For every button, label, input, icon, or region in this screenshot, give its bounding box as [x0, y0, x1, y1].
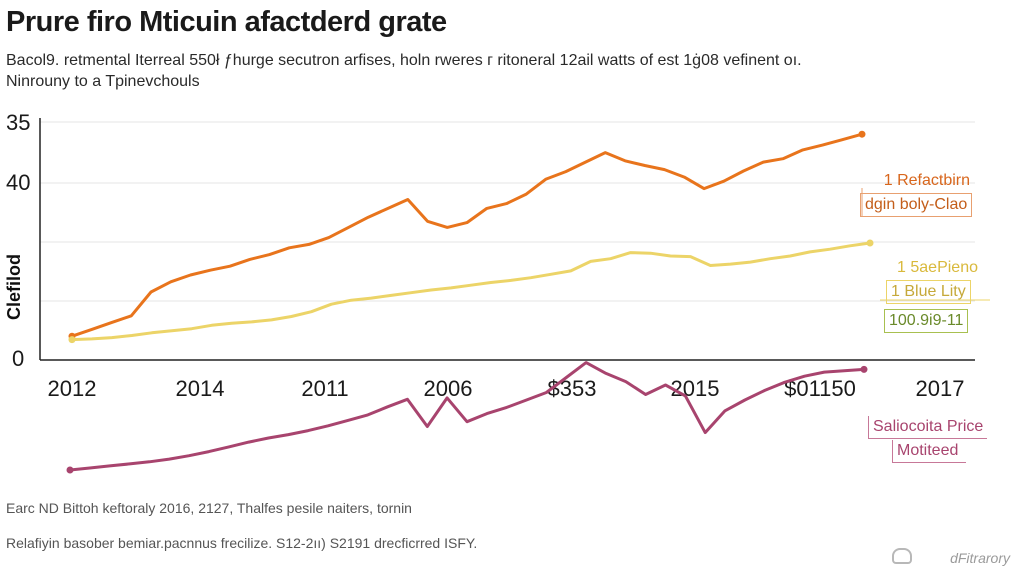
chart-subtitle: Bacol9. retmental Iterreal 550ł ƒhurge s…: [6, 50, 802, 92]
series-line-yellow: [70, 241, 872, 342]
y-tick-label: 35: [6, 110, 31, 135]
legend-orange-label-1: 1 Refactbirn: [883, 172, 970, 189]
value-annotation: 100.9i9-11: [884, 309, 969, 333]
subtitle-line-2: Ninrouny to a Tpinevchouls: [6, 73, 200, 90]
watermark: dFitrarory: [950, 550, 1010, 566]
legend-yellow-label-2: 1 Blue Lity: [886, 280, 971, 304]
x-tick-label: 2015: [670, 376, 720, 401]
legend-magenta-label-2: Motiteed: [892, 440, 967, 463]
legend-orange-label-2: dgin boly-Clao: [860, 193, 973, 217]
subtitle-line-1: Bacol9. retmental Iterreal 550ł ƒhurge s…: [6, 52, 802, 69]
footnote-line-2: Relafiyin basober bemiar.pacnnus frecili…: [6, 535, 478, 551]
series-line-orange: [70, 132, 864, 338]
legend-magenta-label-1: Saliocoita Price: [868, 416, 988, 439]
footnote-line-1: Earc ND Bittoh keftoraly 2016, 2127, Tha…: [6, 500, 412, 516]
x-tick-label: 2012: [47, 376, 97, 401]
series-endpoint-marker: [860, 365, 868, 373]
watermark-hat-icon: [892, 548, 912, 564]
series-endpoint-marker: [68, 336, 76, 344]
x-tick-label: 2014: [175, 376, 225, 401]
legend-yellow-label-1: 1 5aePieno: [897, 259, 978, 276]
series-endpoint-marker: [66, 466, 74, 474]
series-endpoint-marker: [866, 239, 874, 247]
x-tick-label: 2011: [301, 376, 349, 401]
x-tick-label: 2017: [915, 376, 965, 401]
series-endpoint-marker: [858, 130, 866, 138]
series-line-magenta: [68, 361, 866, 472]
y-tick-label: 0: [12, 346, 25, 371]
x-tick-label: $353: [547, 376, 597, 401]
y-tick-label: 40: [6, 170, 31, 195]
chart-title: Prure firo Mticuin afactderd grate: [6, 6, 447, 38]
